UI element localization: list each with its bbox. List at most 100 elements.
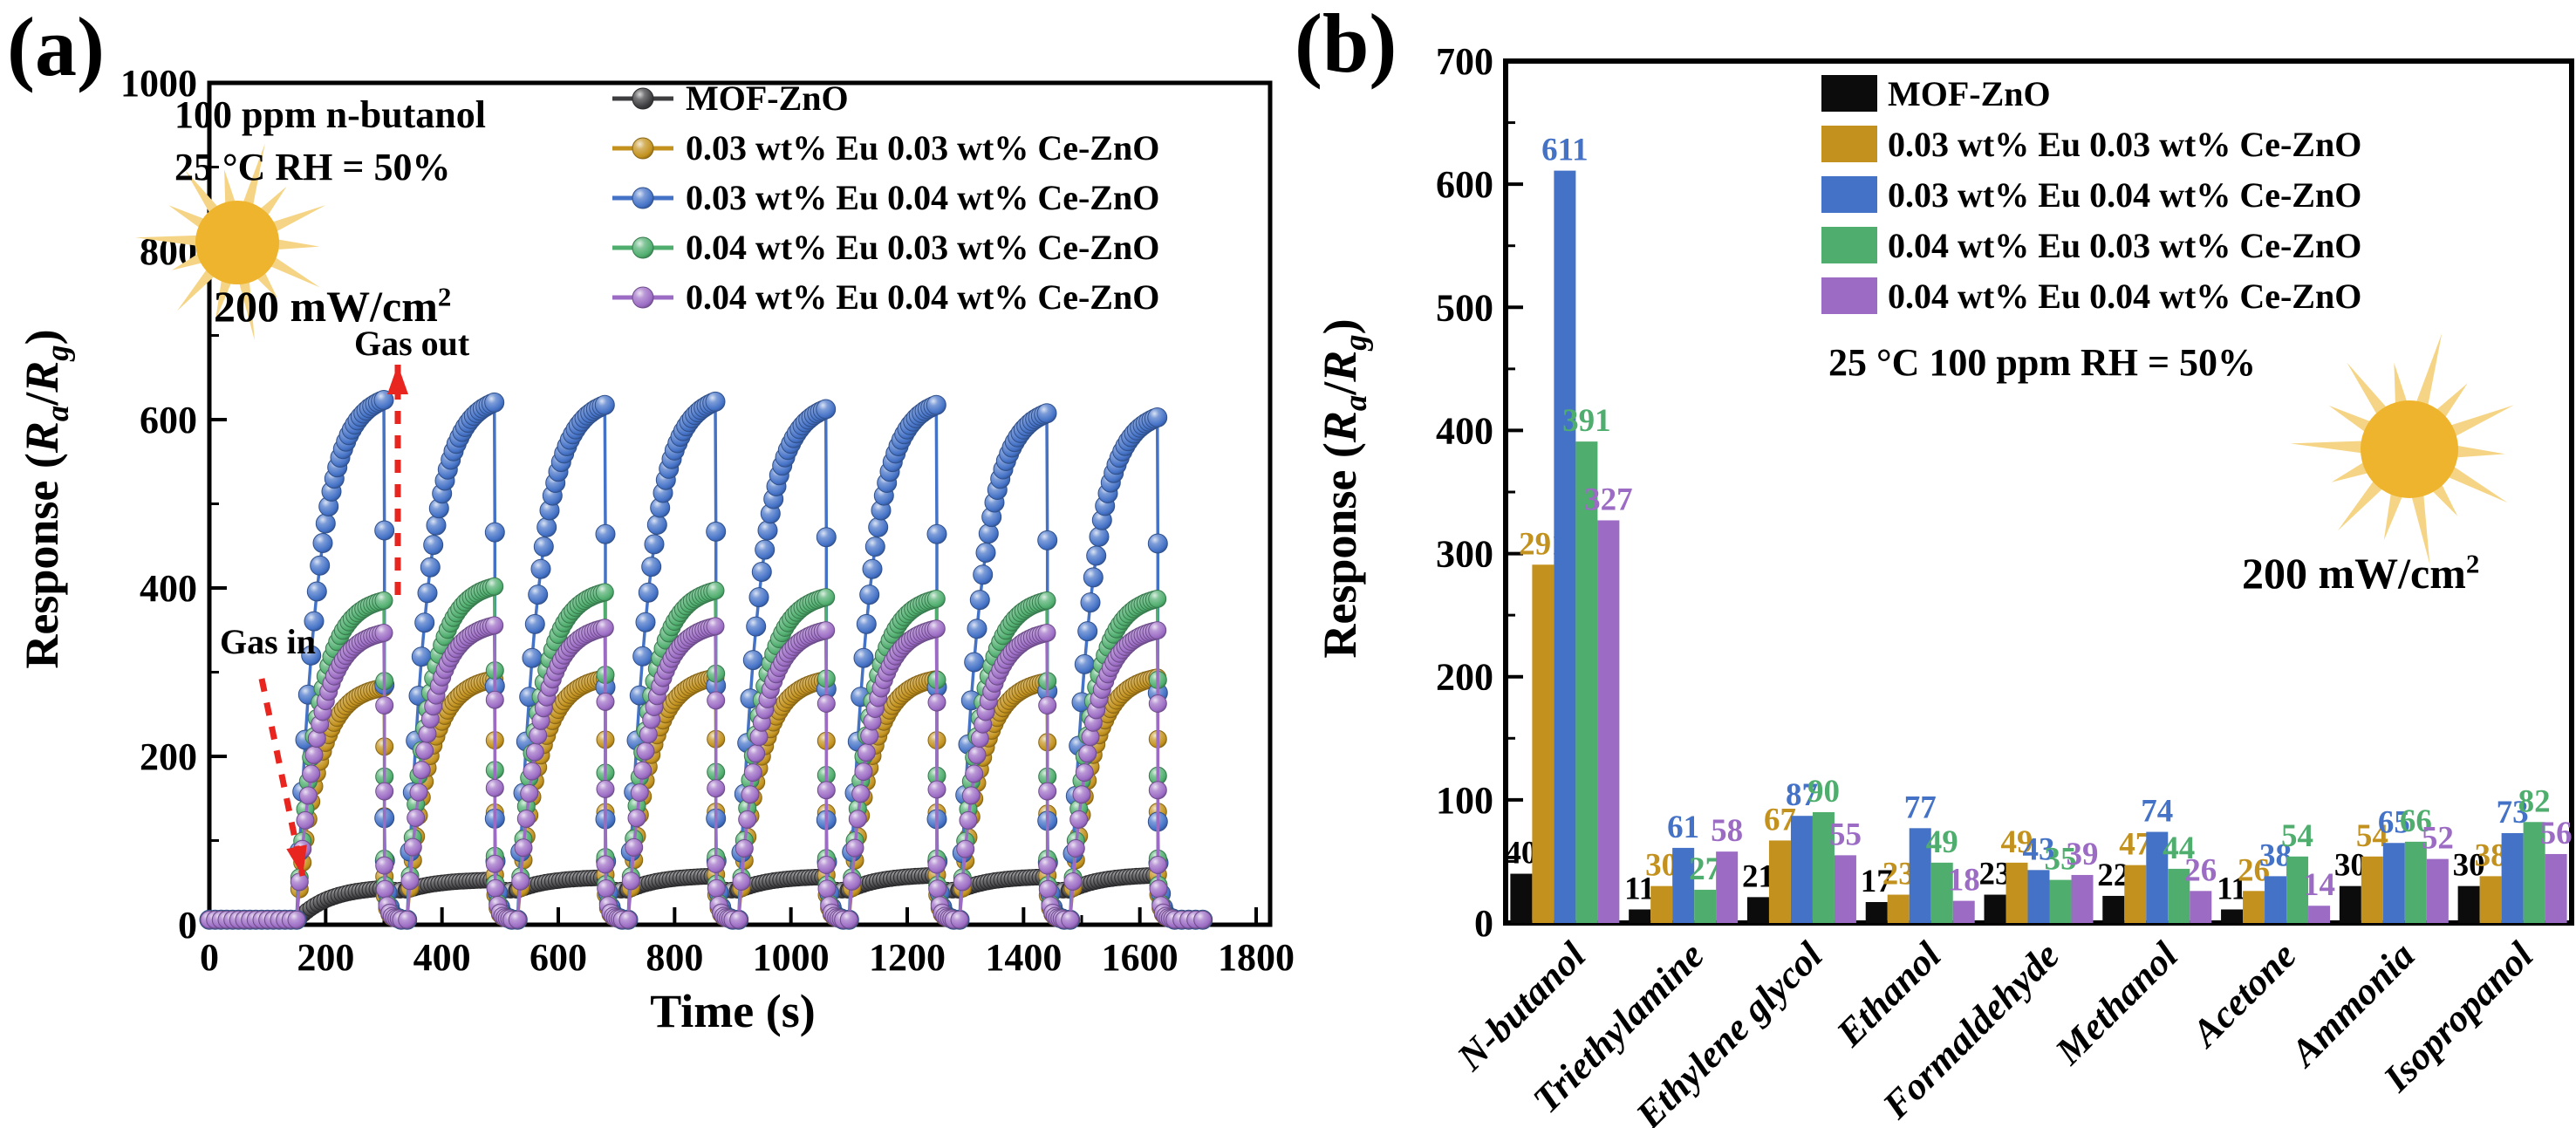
legend-b-label: MOF-ZnO [1888, 73, 2051, 113]
gas-out-arrow [387, 365, 408, 595]
category-label-Methanol: Methanol [2046, 933, 2186, 1073]
bar-value-label: 40 [1505, 836, 1537, 872]
legend-panel-a: MOF-ZnO 0.03 wt% Eu 0.03 wt% Ce-ZnO 0.03 w… [611, 73, 1159, 322]
y-tick-label-b: 200 [1436, 656, 1493, 699]
y-tick-label-b: 700 [1436, 40, 1493, 83]
bar-Formaldehyde-series0 [1984, 894, 2006, 923]
bar-Ammonia-series3 [2404, 841, 2427, 923]
bar-Ammonia-series0 [2339, 885, 2361, 923]
bar-Ethylene glycol-series4 [1834, 855, 1856, 923]
sun-icon-a [135, 143, 326, 341]
y-tick-label-a: 0 [178, 904, 197, 947]
bar-value-label: 54 [2281, 818, 2313, 854]
y-title-a-sg: g [38, 345, 75, 361]
y-tick-label-a: 200 [140, 735, 197, 778]
y-title-a-ra: R [16, 421, 69, 454]
bar-Triethylamine-series3 [1694, 889, 1717, 923]
bar-value-label: 90 [1807, 774, 1840, 810]
legend-a-item-3: 0.04 wt% Eu 0.03 wt% Ce-ZnO [611, 222, 1159, 272]
bar-value-label: 67 [1764, 802, 1796, 837]
bar-value-label: 82 [2518, 783, 2551, 819]
y-title-b-rg: R [1314, 350, 1367, 382]
bar-value-label: 87 [1786, 777, 1818, 813]
panel-a-condition-line1: 100 ppm n-butanol [174, 93, 487, 136]
legend-a-label: 0.03 wt% Eu 0.04 wt% Ce-ZnO [686, 178, 1160, 217]
bar-Acetone-series2 [2265, 876, 2287, 923]
gas-in-arrow [258, 678, 307, 877]
panel-b-power-sup: 2 [2465, 548, 2480, 579]
bar-Methanol-series3 [2168, 868, 2190, 923]
bar-Methanol-series0 [2102, 895, 2125, 923]
gas-in-label: Gas in [220, 622, 317, 661]
bar-value-label: 391 [1562, 403, 1611, 439]
bar-Triethylamine-series2 [1672, 847, 1695, 923]
bar-Methanol-series4 [2190, 891, 2212, 923]
category-label-Acetone: Acetone [2182, 933, 2304, 1056]
y-tick-label-b: 600 [1436, 163, 1493, 206]
bar-Ethanol-series2 [1909, 828, 1931, 923]
legend-a-marker-icon [612, 87, 673, 109]
legend-a-label: MOF-ZnO [686, 79, 849, 118]
bar-value-label: 23 [1882, 857, 1915, 892]
bar-value-label: 52 [2422, 821, 2454, 857]
bar-Formaldehyde-series4 [2071, 874, 2094, 923]
legend-a-item-1: 0.03 wt% Eu 0.03 wt% Ce-ZnO [611, 123, 1159, 173]
y-title-b-sa: a [1336, 394, 1373, 412]
legend-a-item-4: 0.04 wt% Eu 0.04 wt% Ce-ZnO [611, 272, 1159, 322]
legend-b-swatch-icon [1821, 277, 1877, 314]
y-tick-label-a: 400 [140, 567, 197, 610]
bar-Methanol-series2 [2146, 831, 2169, 923]
legend-b-item-4: 0.04 wt% Eu 0.04 wt% Ce-ZnO [1821, 270, 2361, 321]
bar-value-label: 14 [2303, 867, 2335, 903]
legend-a-label: 0.03 wt% Eu 0.03 wt% Ce-ZnO [686, 128, 1160, 167]
bar-Ethylene glycol-series2 [1790, 816, 1813, 923]
x-tick-label-a: 600 [530, 936, 587, 979]
legend-b-swatch-icon [1821, 75, 1877, 112]
x-tick-label-a: 1000 [753, 936, 830, 979]
bar-value-label: 30 [1645, 848, 1677, 884]
y-title-b-ra: R [1314, 411, 1367, 443]
x-tick-label-a: 1400 [985, 936, 1062, 979]
bar-Acetone-series1 [2243, 891, 2265, 923]
y-tick-label-a: 1000 [120, 62, 197, 105]
panel-b-condition: 25 °C 100 ppm RH = 50% [1828, 341, 2257, 384]
legend-a-marker-icon [612, 236, 673, 258]
gas-out-label: Gas out [354, 324, 470, 363]
legend-b-label: 0.04 wt% Eu 0.03 wt% Ce-ZnO [1888, 225, 2362, 265]
legend-b-item-3: 0.04 wt% Eu 0.03 wt% Ce-ZnO [1821, 220, 2361, 270]
bar-N-butanol-series4 [1597, 520, 1620, 923]
legend-b-swatch-icon [1821, 126, 1877, 162]
bar-value-label: 38 [2475, 837, 2507, 873]
x-tick-label-a: 400 [413, 936, 471, 979]
x-tick-label-a: 200 [297, 936, 354, 979]
panel-b-power-main: 200 mW/cm [2242, 549, 2466, 598]
legend-b-label: 0.04 wt% Eu 0.04 wt% Ce-ZnO [1888, 276, 2362, 316]
y-tick-label-b: 400 [1436, 409, 1493, 452]
bar-group-Ethylene glycol: 21 678790 55 [1742, 774, 1862, 923]
bar-value-label: 43 [2023, 831, 2055, 867]
bar-Ethylene glycol-series0 [1746, 897, 1769, 923]
legend-panel-b: MOF-ZnO 0.03 wt% Eu 0.03 wt% Ce-ZnO 0.03 w… [1821, 68, 2361, 321]
bar-Triethylamine-series1 [1650, 885, 1673, 923]
bar-Ethylene glycol-series3 [1812, 811, 1835, 923]
bar-Acetone-series0 [2221, 909, 2244, 923]
bar-value-label: 49 [2001, 824, 2033, 860]
bar-Ethanol-series0 [1865, 902, 1888, 923]
legend-b-item-1: 0.03 wt% Eu 0.03 wt% Ce-ZnO [1821, 119, 2361, 169]
bar-value-label: 54 [2356, 818, 2388, 854]
bar-Formaldehyde-series2 [2027, 870, 2050, 923]
bar-value-label: 65 [2378, 804, 2410, 840]
bar-value-label: 26 [2184, 852, 2217, 888]
y-title-a-slash: / [16, 392, 69, 406]
bar-Ethanol-series1 [1887, 894, 1910, 923]
bar-Ethanol-series3 [1930, 862, 1953, 923]
series-line-4 [200, 616, 1213, 929]
legend-a-marker-icon [612, 187, 673, 209]
bar-Isopropanol-series3 [2523, 822, 2545, 923]
bar-Ethanol-series4 [1952, 900, 1975, 923]
